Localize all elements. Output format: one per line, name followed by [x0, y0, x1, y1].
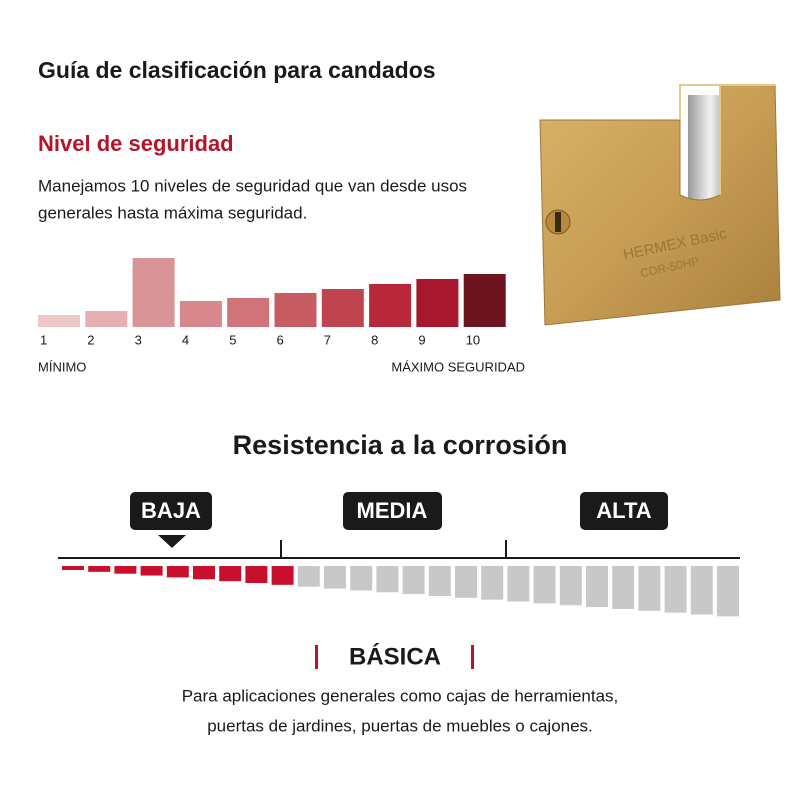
scale-segment [481, 566, 504, 600]
level-label: 10 [466, 332, 480, 347]
security-heading: Nivel de seguridad [38, 131, 234, 156]
rating-text: puertas de jardines, puertas de muebles … [207, 716, 593, 735]
scale-segment [455, 566, 477, 598]
level-label: 5 [229, 332, 236, 347]
scale-segment [376, 566, 399, 593]
max-label: MÁXIMO SEGURIDAD [391, 359, 525, 374]
divider [471, 645, 474, 669]
scale-segment [297, 566, 320, 587]
scale-segment [324, 566, 346, 589]
rating: BÁSICA [349, 642, 441, 670]
level-bar [274, 293, 317, 327]
rating-text: Para aplicaciones generales como cajas d… [182, 686, 619, 705]
scale-segment [193, 566, 215, 580]
security-text: generales hasta máxima seguridad. [38, 203, 307, 222]
min-label: MÍNIMO [38, 359, 86, 374]
corrosion-level: MEDIA [357, 498, 428, 523]
level-bar [369, 284, 412, 327]
scale-segment [166, 566, 189, 578]
pointer [158, 535, 186, 548]
level-label: 9 [418, 332, 425, 347]
divider [315, 645, 318, 669]
scale-segment [245, 566, 268, 583]
corrosion-scale [62, 566, 739, 617]
scale-segment [114, 566, 137, 574]
corrosion-level: BAJA [141, 498, 201, 523]
corrosion-heading: Resistencia a la corrosión [233, 430, 568, 460]
scale-segment [219, 566, 242, 582]
corrosion-level: ALTA [596, 498, 651, 523]
scale-segment [612, 566, 635, 609]
level-bars: 1 2 3 4 5 6 7 8 9 10 [38, 258, 506, 347]
level-label: 1 [40, 332, 47, 347]
level-bar [85, 311, 128, 327]
level-label: 7 [324, 332, 331, 347]
scale-segment [664, 566, 687, 613]
level-bar [463, 274, 506, 327]
label-box [130, 492, 212, 530]
level-bar [179, 301, 222, 327]
title: Guía de clasificación para candados [38, 57, 436, 83]
lock-body [539, 84, 781, 326]
scale-segment [507, 566, 530, 602]
scale-segment [717, 566, 739, 617]
level-bar [132, 258, 175, 327]
level-bar [416, 279, 459, 327]
scale-segment [140, 566, 163, 576]
level-bar [38, 315, 80, 327]
level-bar [321, 289, 364, 327]
scale-segment [559, 566, 582, 606]
scale-segment [428, 566, 451, 596]
level-label: 2 [87, 332, 94, 347]
level-label: 6 [277, 332, 284, 347]
scale-segment [271, 566, 294, 585]
scale-segment [690, 566, 713, 615]
label-box [343, 492, 442, 530]
level-label: 3 [135, 332, 142, 347]
scale-segment [88, 566, 111, 572]
scale-segment [638, 566, 661, 611]
padlock-image: HERMEX Basic CDR-50HP [539, 84, 781, 326]
label-box [580, 492, 668, 530]
scale-segment [533, 566, 556, 604]
scale-segment [402, 566, 425, 595]
scale-segment [350, 566, 373, 591]
level-label: 4 [182, 332, 189, 347]
level-label: 8 [371, 332, 378, 347]
security-text: Manejamos 10 niveles de seguridad que va… [38, 176, 467, 195]
level-bar [227, 298, 270, 327]
scale-segment [586, 566, 608, 608]
scale-segment [62, 566, 84, 570]
